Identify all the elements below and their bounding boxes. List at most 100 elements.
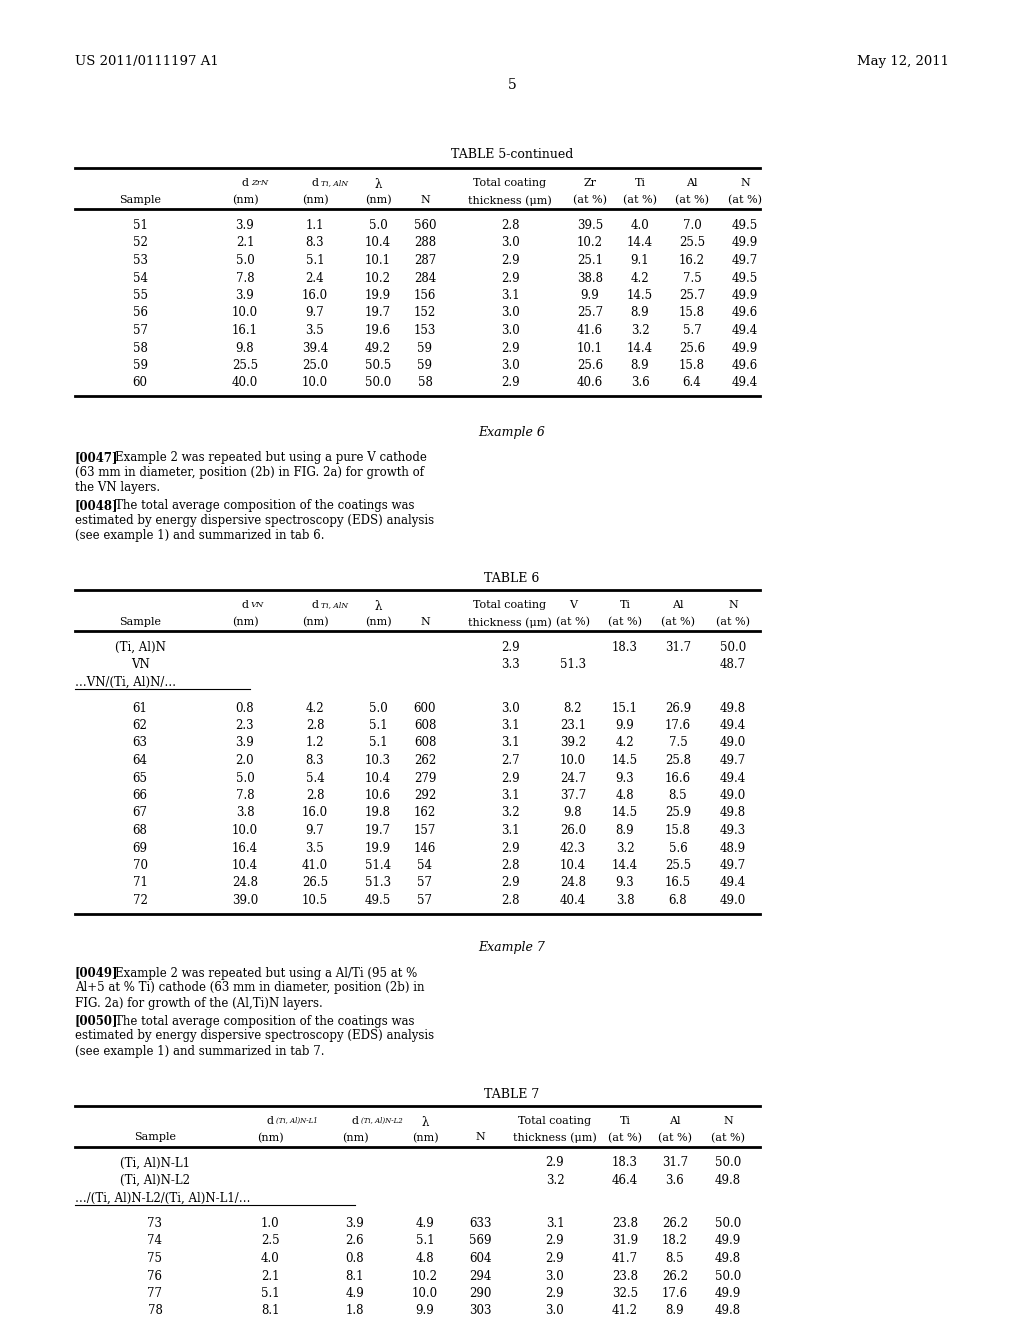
Text: 49.4: 49.4 [720,771,746,784]
Text: 51: 51 [132,219,147,232]
Text: 3.1: 3.1 [501,737,519,750]
Text: 25.7: 25.7 [679,289,706,302]
Text: 10.4: 10.4 [232,859,258,873]
Text: 14.4: 14.4 [627,236,653,249]
Text: 5.1: 5.1 [416,1234,434,1247]
Text: 16.5: 16.5 [665,876,691,890]
Text: 9.9: 9.9 [615,719,635,733]
Text: 42.3: 42.3 [560,842,586,854]
Text: Total coating: Total coating [518,1115,592,1126]
Text: 9.3: 9.3 [615,876,635,890]
Text: thickness (μm): thickness (μm) [513,1133,597,1143]
Text: 16.2: 16.2 [679,253,705,267]
Text: 49.5: 49.5 [732,272,758,285]
Text: Ti: Ti [620,601,631,610]
Text: 65: 65 [132,771,147,784]
Text: 3.9: 3.9 [236,737,254,750]
Text: 48.7: 48.7 [720,659,746,672]
Text: 41.6: 41.6 [577,323,603,337]
Text: 3.2: 3.2 [631,323,649,337]
Text: Zr: Zr [584,178,597,187]
Text: 5.4: 5.4 [305,771,325,784]
Text: May 12, 2011: May 12, 2011 [857,55,949,69]
Text: λ: λ [421,1115,429,1129]
Text: (at %): (at %) [573,195,607,206]
Text: 49.0: 49.0 [720,894,746,907]
Text: 76: 76 [147,1270,163,1283]
Text: 2.6: 2.6 [346,1234,365,1247]
Text: 3.0: 3.0 [501,359,519,372]
Text: N: N [420,616,430,627]
Text: (at %): (at %) [675,195,709,206]
Text: 2.9: 2.9 [501,376,519,389]
Text: 41.7: 41.7 [612,1251,638,1265]
Text: 3.8: 3.8 [615,894,634,907]
Text: 25.0: 25.0 [302,359,328,372]
Text: (at %): (at %) [556,616,590,627]
Text: Example 6: Example 6 [478,426,546,440]
Text: 10.4: 10.4 [365,771,391,784]
Text: 25.8: 25.8 [665,754,691,767]
Text: 2.1: 2.1 [261,1270,280,1283]
Text: 2.9: 2.9 [546,1156,564,1170]
Text: 157: 157 [414,824,436,837]
Text: 49.5: 49.5 [732,219,758,232]
Text: [0049]: [0049] [75,966,119,979]
Text: 4.2: 4.2 [615,737,634,750]
Text: 23.1: 23.1 [560,719,586,733]
Text: (at %): (at %) [608,616,642,627]
Text: 49.5: 49.5 [365,894,391,907]
Text: 3.9: 3.9 [236,219,254,232]
Text: 6.4: 6.4 [683,376,701,389]
Text: 8.9: 8.9 [631,306,649,319]
Text: 0.8: 0.8 [346,1251,365,1265]
Text: 24.8: 24.8 [232,876,258,890]
Text: 50.5: 50.5 [365,359,391,372]
Text: (nm): (nm) [257,1133,284,1143]
Text: 49.9: 49.9 [715,1287,741,1300]
Text: 3.0: 3.0 [501,323,519,337]
Text: d: d [266,1115,273,1126]
Text: 19.7: 19.7 [365,824,391,837]
Text: 49.6: 49.6 [732,359,758,372]
Text: 9.9: 9.9 [416,1304,434,1317]
Text: 49.3: 49.3 [720,824,746,837]
Text: 2.9: 2.9 [546,1287,564,1300]
Text: 4.0: 4.0 [631,219,649,232]
Text: 2.9: 2.9 [501,842,519,854]
Text: 49.6: 49.6 [732,306,758,319]
Text: 58: 58 [132,342,147,355]
Text: 25.6: 25.6 [577,359,603,372]
Text: d: d [311,178,318,187]
Text: 1.8: 1.8 [346,1304,365,1317]
Text: 2.9: 2.9 [501,342,519,355]
Text: 62: 62 [132,719,147,733]
Text: 40.0: 40.0 [231,376,258,389]
Text: N: N [420,195,430,205]
Text: 38.8: 38.8 [577,272,603,285]
Text: 49.8: 49.8 [720,701,746,714]
Text: 26.0: 26.0 [560,824,586,837]
Text: 49.0: 49.0 [720,737,746,750]
Text: 55: 55 [132,289,147,302]
Text: 66: 66 [132,789,147,803]
Text: 16.0: 16.0 [302,807,328,820]
Text: 77: 77 [147,1287,163,1300]
Text: 7.8: 7.8 [236,272,254,285]
Text: 560: 560 [414,219,436,232]
Text: 600: 600 [414,701,436,714]
Text: 40.4: 40.4 [560,894,586,907]
Text: 3.9: 3.9 [346,1217,365,1230]
Text: 25.9: 25.9 [665,807,691,820]
Text: 292: 292 [414,789,436,803]
Text: TABLE 7: TABLE 7 [484,1088,540,1101]
Text: 59: 59 [132,359,147,372]
Text: 4.2: 4.2 [306,701,325,714]
Text: 16.6: 16.6 [665,771,691,784]
Text: (nm): (nm) [302,616,329,627]
Text: 78: 78 [147,1304,163,1317]
Text: (nm): (nm) [302,195,329,206]
Text: US 2011/0111197 A1: US 2011/0111197 A1 [75,55,219,69]
Text: 25.5: 25.5 [679,236,706,249]
Text: 59: 59 [418,342,432,355]
